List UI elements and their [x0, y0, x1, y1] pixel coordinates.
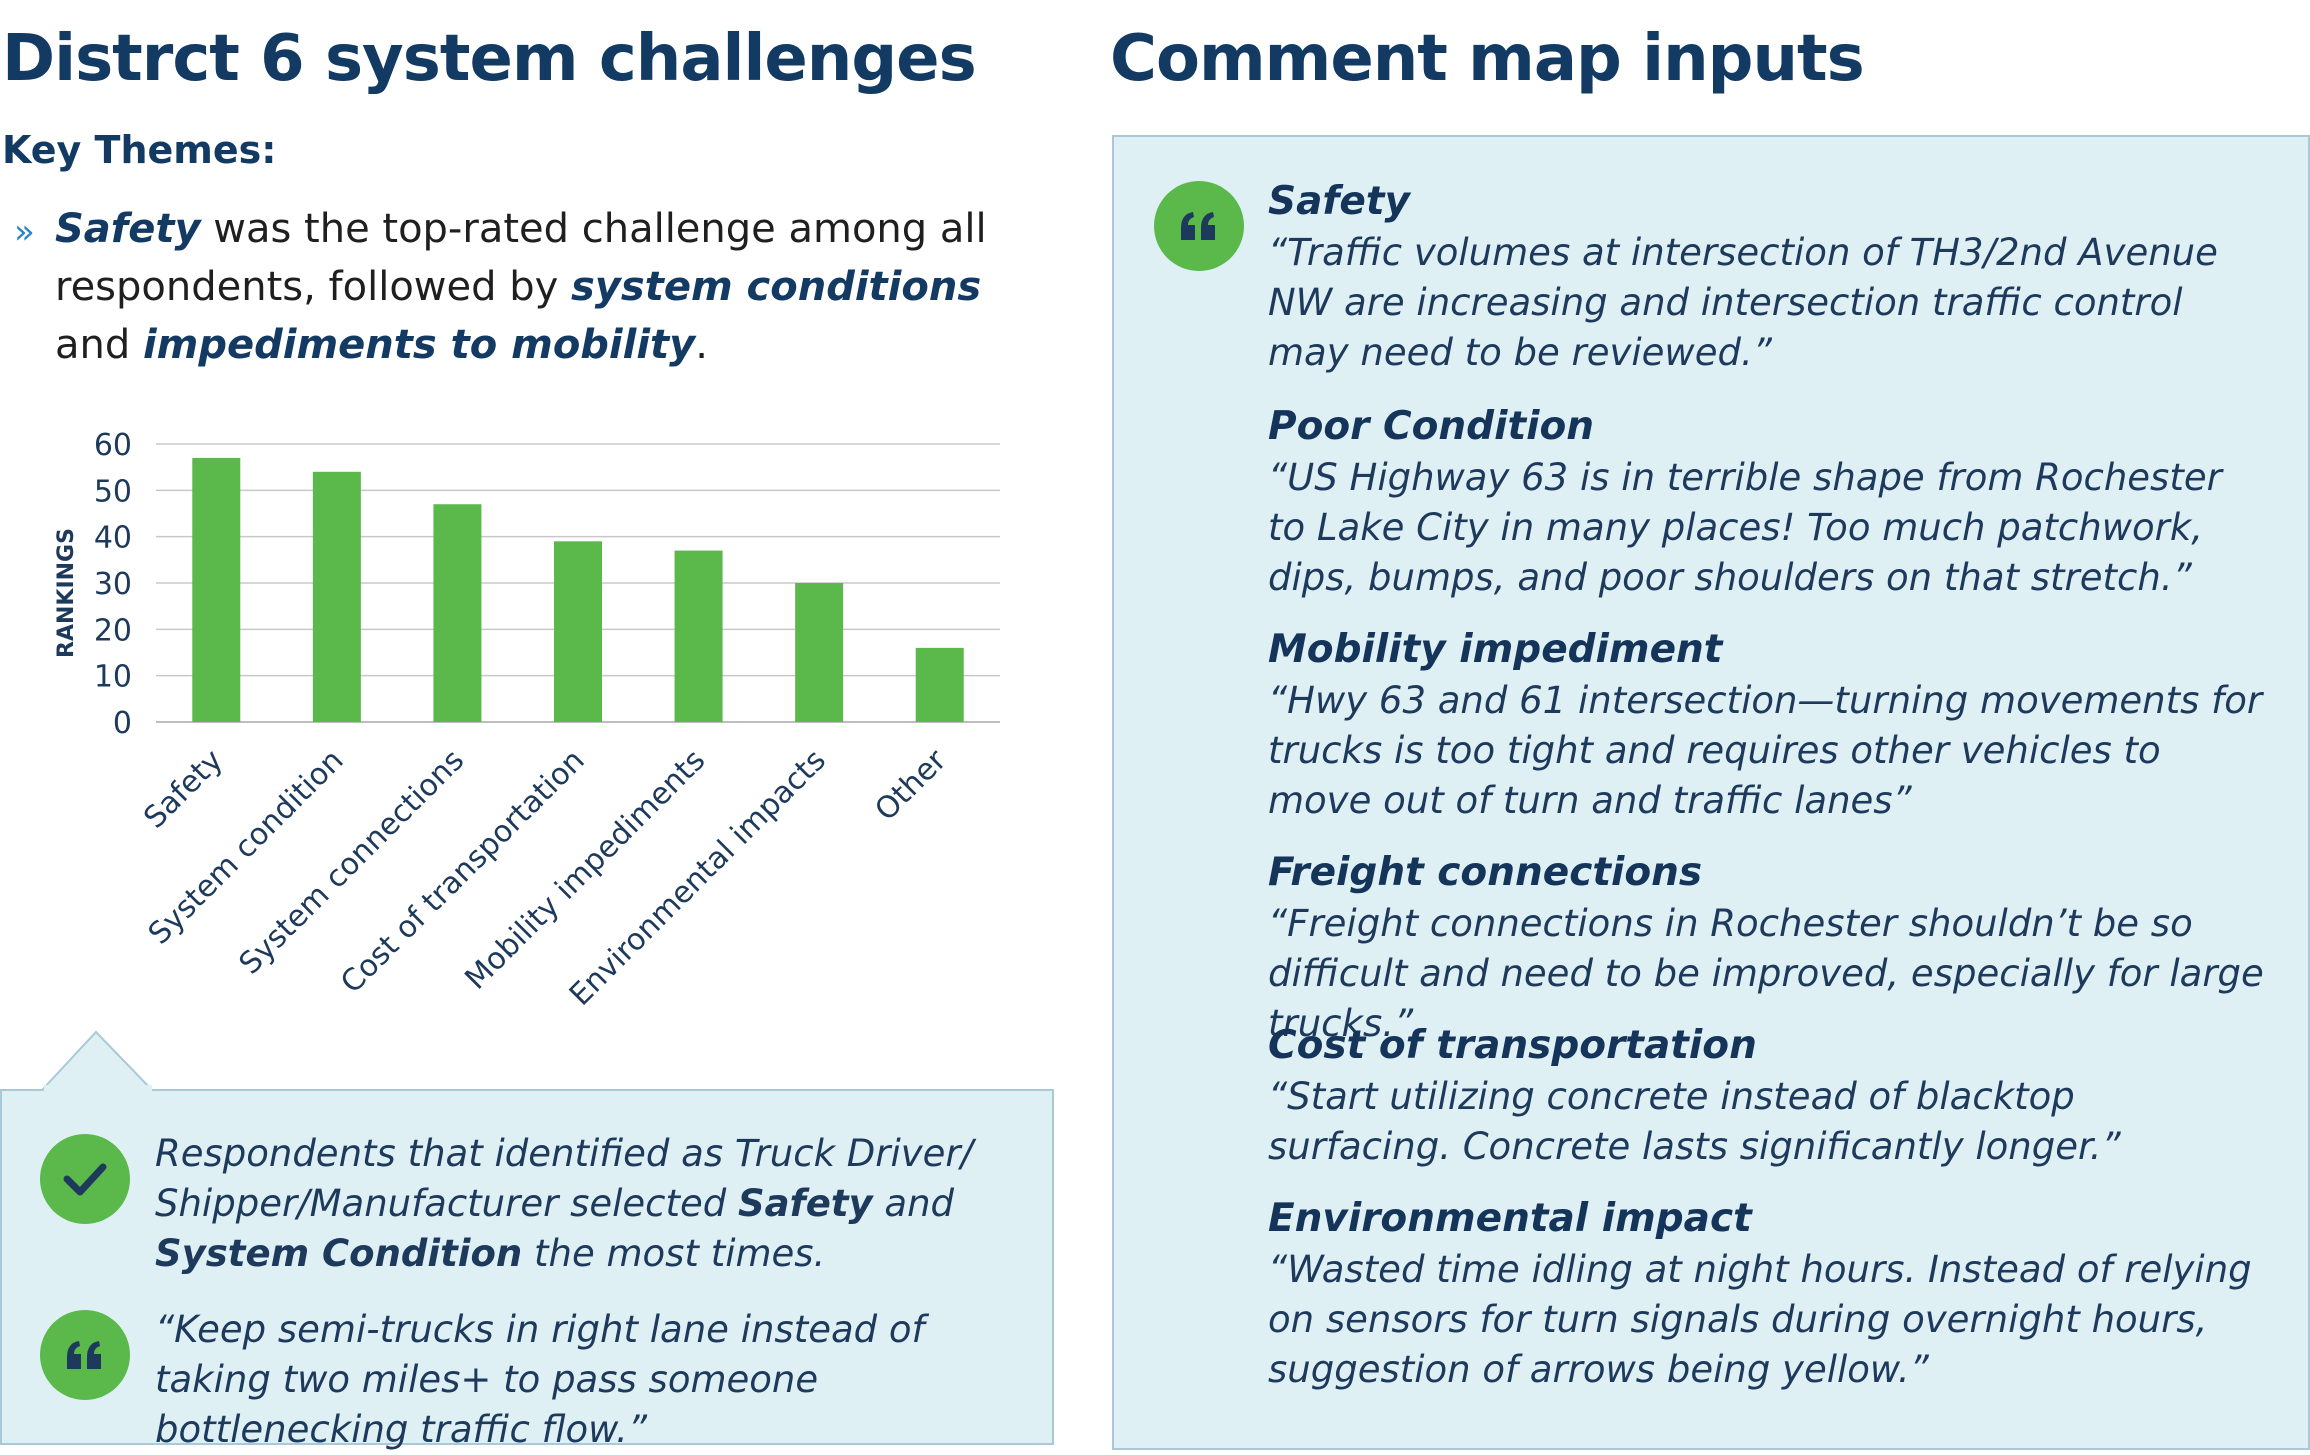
note-bold-system-condition: System Condition [155, 1232, 523, 1275]
theme-text-part: and [55, 322, 143, 368]
page-title-comment-map: Comment map inputs [1110, 22, 1865, 96]
key-themes-heading: Key Themes: [2, 128, 277, 172]
key-themes-text: Safety was the top-rated challenge among… [55, 200, 1035, 374]
comment-text: “Freight connections in Rochester should… [1268, 902, 2264, 1045]
y-tick-label: 40 [94, 521, 132, 556]
comment-item: Poor Condition “US Highway 63 is in terr… [1268, 401, 2268, 603]
quote-icon [40, 1310, 130, 1400]
truck-quote: “Keep semi-trucks in right lane instead … [155, 1308, 925, 1451]
y-axis-label: RANKINGS [54, 528, 79, 658]
comment-text: “US Highway 63 is in terrible shape from… [1268, 456, 2222, 599]
x-tick-label: Mobility impediments [458, 743, 712, 997]
comment-item: Environmental impact “Wasted time idling… [1268, 1193, 2268, 1395]
page-title-challenges: Distrct 6 system challenges [2, 22, 977, 96]
comment-heading: Cost of transportation [1268, 1023, 1757, 1068]
comment-item: Cost of transportation “Start utilizing … [1268, 1020, 2268, 1172]
y-tick-label: 30 [94, 567, 132, 602]
comment-heading: Poor Condition [1268, 404, 1595, 449]
y-tick-label: 50 [94, 474, 132, 509]
y-tick-label: 20 [94, 613, 132, 648]
bar [795, 583, 844, 722]
x-tick-label: System connections [233, 743, 472, 982]
emphasis-impediments: impediments to mobility [142, 322, 696, 368]
x-tick-label: Environmental impacts [563, 743, 833, 1013]
callout-pointer [40, 1030, 155, 1091]
comment-item: Mobility impediment “Hwy 63 and 61 inter… [1268, 624, 2268, 826]
comment-item: Safety “Traffic volumes at intersection … [1268, 176, 2268, 378]
emphasis-safety: Safety [55, 206, 201, 252]
comment-text: “Hwy 63 and 61 intersection—turning move… [1268, 679, 2263, 822]
y-tick-label: 0 [113, 706, 132, 741]
emphasis-system-conditions: system conditions [571, 264, 982, 310]
bar [312, 471, 361, 722]
comment-text: “Wasted time idling at night hours. Inst… [1268, 1248, 2252, 1391]
y-tick-label: 10 [94, 660, 132, 695]
theme-text-part: . [695, 322, 708, 368]
comment-heading: Freight connections [1268, 850, 1703, 895]
bar [192, 457, 241, 722]
truck-driver-note: Respondents that identified as Truck Dri… [155, 1129, 1035, 1279]
bar [915, 647, 964, 722]
theme-text-part: was the top-rated challenge among all re… [55, 206, 987, 310]
x-tick-label: Cost of transportation [334, 743, 591, 1000]
x-tick-label: Safety [137, 743, 230, 836]
bullet-icon: » [14, 212, 35, 252]
x-tick-label: Other [868, 742, 953, 827]
comment-heading: Environmental impact [1268, 1196, 1752, 1241]
note-bold-safety: Safety [738, 1182, 873, 1225]
comment-text: “Start utilizing concrete instead of bla… [1268, 1075, 2121, 1168]
note-text: the most times. [522, 1232, 826, 1275]
y-tick-label: 60 [94, 428, 132, 463]
bar [554, 541, 602, 722]
comment-text: “Traffic volumes at intersection of TH3/… [1268, 231, 2218, 374]
comment-heading: Mobility impediment [1268, 627, 1723, 672]
note-text: and [872, 1182, 955, 1225]
callout-pointer-join [44, 1085, 152, 1093]
comment-heading: Safety [1268, 179, 1410, 224]
note-text: Respondents that identified as Truck Dri… [155, 1132, 974, 1225]
comment-map-box [1112, 135, 2310, 1450]
bar [674, 550, 723, 722]
quote-icon [1154, 181, 1244, 271]
comment-item: Freight connections “Freight connections… [1268, 847, 2268, 1049]
bar [433, 504, 482, 722]
callout-box [0, 1089, 1054, 1445]
check-icon [40, 1134, 130, 1224]
